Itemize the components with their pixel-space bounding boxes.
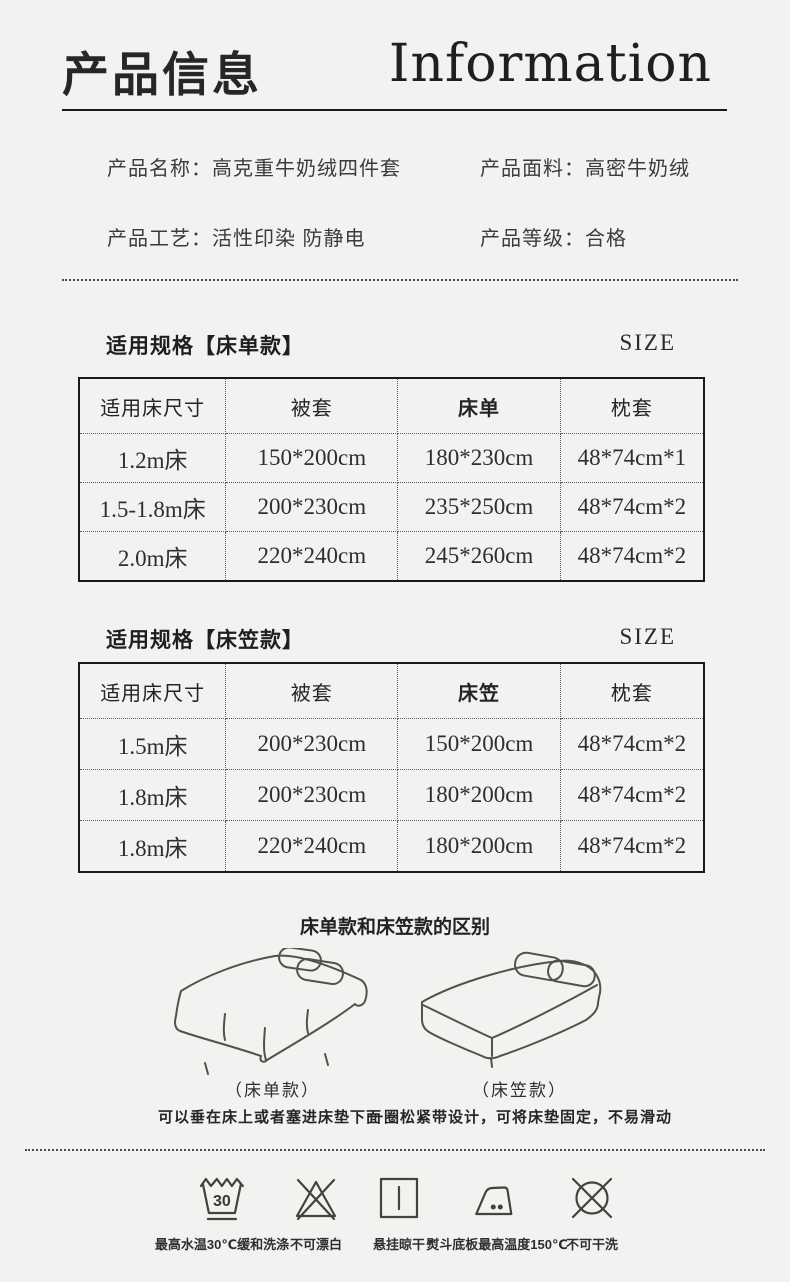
illustration-caption-sheet: （床单款） <box>225 1081 320 1100</box>
table-header-cell: 床单 <box>397 377 561 434</box>
product-field-fabric: 产品面料：高密牛奶绒 <box>480 152 690 181</box>
field-label: 产品名称： <box>107 158 212 180</box>
field-label: 产品工艺： <box>107 228 212 250</box>
field-label: 产品面料： <box>480 158 585 180</box>
table-cell: 180*230cm <box>397 433 561 483</box>
table-cell: 48*74cm*2 <box>559 482 705 532</box>
care-label: 不可干洗 <box>565 1237 619 1252</box>
care-label: 最高水温30℃缓和洗涤 <box>154 1237 290 1252</box>
care-item-hang-dry: 悬挂晾干 <box>373 1172 425 1253</box>
header-divider <box>62 109 727 111</box>
spec-table-sheet: 适用床尺寸 被套 床单 枕套 1.2m床 150*200cm 180*230cm… <box>78 377 705 582</box>
table-cell: 245*260cm <box>397 531 561 582</box>
section-divider-dotted <box>62 279 738 281</box>
table-cell: 150*200cm <box>225 433 399 483</box>
table-header-row: 适用床尺寸 被套 床单 枕套 <box>78 377 705 434</box>
table-cell: 2.0m床 <box>78 531 227 582</box>
table-row: 1.8m床 200*230cm 180*200cm 48*74cm*2 <box>78 769 705 821</box>
care-label: 不可漂白 <box>289 1237 343 1252</box>
table-row: 1.2m床 150*200cm 180*230cm 48*74cm*1 <box>78 433 705 483</box>
table-cell: 48*74cm*1 <box>559 433 705 483</box>
difference-title: 床单款和床笠款的区别 <box>299 917 490 938</box>
table-cell: 1.5-1.8m床 <box>78 482 227 532</box>
table-cell: 235*250cm <box>397 482 561 532</box>
table-header-cell: 适用床尺寸 <box>78 662 227 719</box>
page-title: 产品信息 <box>62 48 262 101</box>
table-cell: 180*200cm <box>397 820 561 873</box>
page-subtitle: Information <box>388 34 712 94</box>
table-header-cell: 被套 <box>225 377 399 434</box>
care-item-no-dry-clean: 不可干洗 <box>566 1172 618 1253</box>
field-value: 活性印染 防静电 <box>212 228 366 250</box>
illustration-caption-fitted: （床笠款） <box>472 1081 567 1100</box>
care-divider-dotted <box>25 1149 765 1151</box>
field-value: 高密牛奶绒 <box>585 158 690 180</box>
table-header-cell: 床笠 <box>397 662 561 719</box>
size-label: SIZE <box>619 330 676 355</box>
care-item-iron: 熨斗底板最高温度150℃ <box>426 1172 568 1253</box>
wash-temp-value: 30 <box>213 1193 231 1210</box>
table-cell: 48*74cm*2 <box>559 531 705 582</box>
spec-table-fitted: 适用床尺寸 被套 床笠 枕套 1.5m床 200*230cm 150*200cm… <box>78 662 705 873</box>
table-cell: 150*200cm <box>397 718 561 770</box>
table-header-cell: 枕套 <box>559 377 705 434</box>
spec-section-title-fitted: 适用规格【床笠款】 <box>106 629 304 652</box>
table-cell: 200*230cm <box>225 769 399 821</box>
table-row: 1.8m床 220*240cm 180*200cm 48*74cm*2 <box>78 820 705 873</box>
table-cell: 220*240cm <box>225 531 399 582</box>
no-bleach-icon <box>295 1178 337 1221</box>
table-cell: 180*200cm <box>397 769 561 821</box>
table-cell: 200*230cm <box>225 482 399 532</box>
table-cell: 1.5m床 <box>78 718 227 770</box>
table-cell: 48*74cm*2 <box>559 820 705 873</box>
table-cell: 200*230cm <box>225 718 399 770</box>
table-cell: 48*74cm*2 <box>559 718 705 770</box>
no-dry-clean-icon <box>571 1177 613 1219</box>
table-header-cell: 枕套 <box>559 662 705 719</box>
table-cell: 1.8m床 <box>78 769 227 821</box>
table-row: 1.5m床 200*230cm 150*200cm 48*74cm*2 <box>78 718 705 770</box>
illustration-description-fitted: 一圈松紧带设计，可将床垫固定，不易滑动 <box>367 1109 672 1126</box>
table-cell: 220*240cm <box>225 820 399 873</box>
care-item-wash: 30 最高水温30℃缓和洗涤 <box>155 1172 289 1253</box>
product-field-name: 产品名称：高克重牛奶绒四件套 <box>107 152 401 181</box>
table-row: 1.5-1.8m床 200*230cm 235*250cm 48*74cm*2 <box>78 482 705 532</box>
spec-section-title-sheet: 适用规格【床单款】 <box>106 335 304 358</box>
field-label: 产品等级： <box>480 228 585 250</box>
care-label: 悬挂晾干 <box>372 1237 426 1252</box>
table-cell: 48*74cm*2 <box>559 769 705 821</box>
size-label: SIZE <box>619 624 676 649</box>
hang-dry-icon <box>379 1177 419 1219</box>
illustration-description-sheet: 可以垂在床上或者塞进床垫下面 <box>157 1109 382 1126</box>
care-item-no-bleach: 不可漂白 <box>290 1172 342 1253</box>
product-field-craft: 产品工艺：活性印染 防静电 <box>107 222 366 251</box>
table-header-cell: 被套 <box>225 662 399 719</box>
bed-fitted-illustration <box>421 951 602 1068</box>
table-cell: 1.2m床 <box>78 433 227 483</box>
table-header-cell: 适用床尺寸 <box>78 377 227 434</box>
iron-max-150-icon <box>474 1186 513 1216</box>
field-value: 合格 <box>585 228 627 250</box>
table-row: 2.0m床 220*240cm 245*260cm 48*74cm*2 <box>78 531 705 582</box>
care-label: 熨斗底板最高温度150℃ <box>426 1237 568 1252</box>
table-header-row: 适用床尺寸 被套 床笠 枕套 <box>78 662 705 719</box>
table-cell: 1.8m床 <box>78 820 227 873</box>
product-field-grade: 产品等级：合格 <box>480 222 627 251</box>
wash-tub-30-icon: 30 <box>199 1177 245 1221</box>
bed-sheet-illustration <box>174 948 368 1075</box>
field-value: 高克重牛奶绒四件套 <box>212 158 401 180</box>
